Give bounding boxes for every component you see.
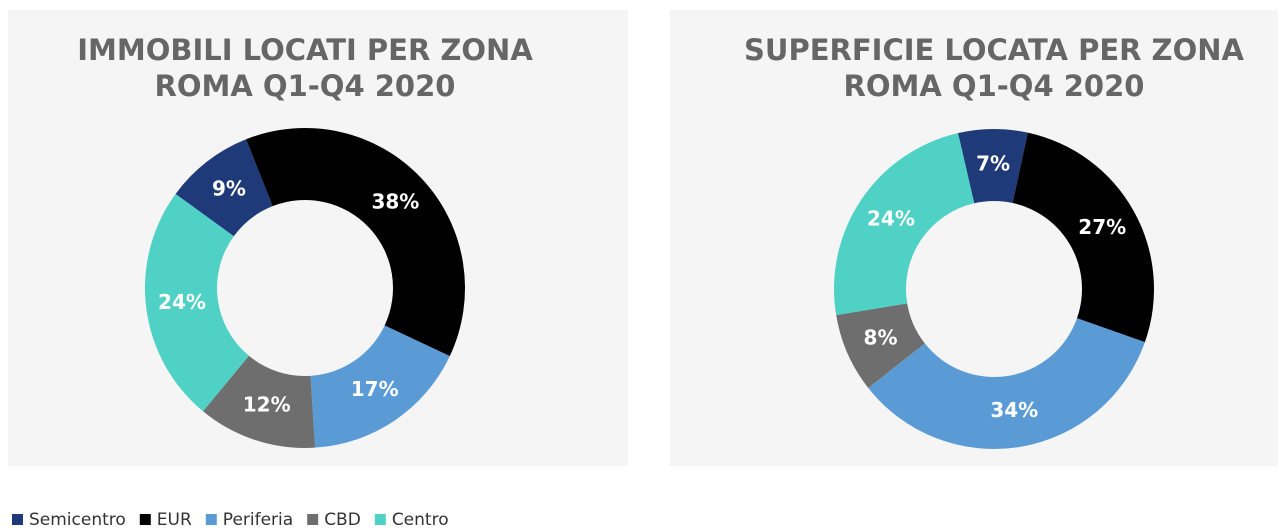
- chart-title: IMMOBILI LOCATI PER ZONA: [77, 33, 533, 67]
- legend-swatch: [307, 514, 319, 525]
- donut-segment: [310, 325, 450, 448]
- legend-label: EUR: [157, 510, 192, 530]
- donut-segment: [958, 128, 1028, 204]
- donut-segment: [246, 127, 465, 357]
- donut-segment: [868, 318, 1145, 450]
- legend-label: Semicentro: [29, 510, 126, 530]
- donut-segment: [203, 355, 316, 448]
- donut-segment: [1012, 132, 1154, 343]
- data-label: 17%: [351, 377, 399, 401]
- chart-title: SUPERFICIE LOCATA PER ZONA: [744, 33, 1244, 67]
- donut-segment: [175, 139, 273, 237]
- chart-subtitle: ROMA Q1-Q4 2020: [844, 69, 1145, 103]
- legend-swatch: [374, 514, 386, 525]
- chart-subtitle: ROMA Q1-Q4 2020: [155, 69, 456, 103]
- data-label: 38%: [371, 190, 419, 214]
- data-label: 27%: [1078, 215, 1126, 239]
- legend-swatch: [205, 514, 217, 525]
- legend-label: Periferia: [223, 510, 293, 530]
- data-label: 24%: [867, 207, 915, 231]
- data-label: 8%: [864, 326, 898, 350]
- legend-swatch: [12, 514, 23, 525]
- legend-swatch: [139, 514, 151, 525]
- data-label: 12%: [243, 392, 291, 416]
- donut-segment: [836, 303, 925, 388]
- data-label: 24%: [158, 290, 206, 314]
- data-label: 7%: [976, 152, 1010, 176]
- data-label: 9%: [212, 177, 246, 201]
- data-label: 34%: [990, 398, 1038, 422]
- legend-label: CBD: [324, 510, 361, 530]
- legend-label: Centro: [392, 510, 449, 530]
- donut-segment: [833, 133, 975, 316]
- donut-segment: [145, 193, 249, 412]
